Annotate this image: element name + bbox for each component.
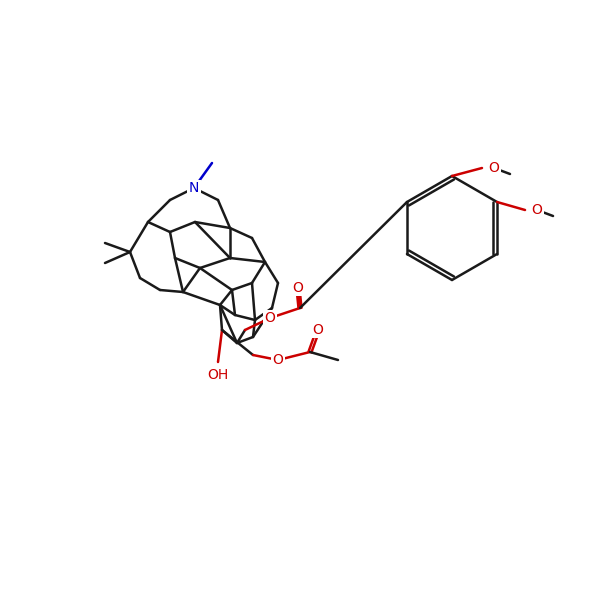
Text: O: O <box>488 161 499 175</box>
Text: OH: OH <box>208 368 229 382</box>
Text: N: N <box>189 181 199 195</box>
Text: O: O <box>313 323 323 337</box>
Text: O: O <box>272 353 283 367</box>
Text: O: O <box>293 281 304 295</box>
Text: O: O <box>532 203 542 217</box>
Text: O: O <box>265 311 275 325</box>
